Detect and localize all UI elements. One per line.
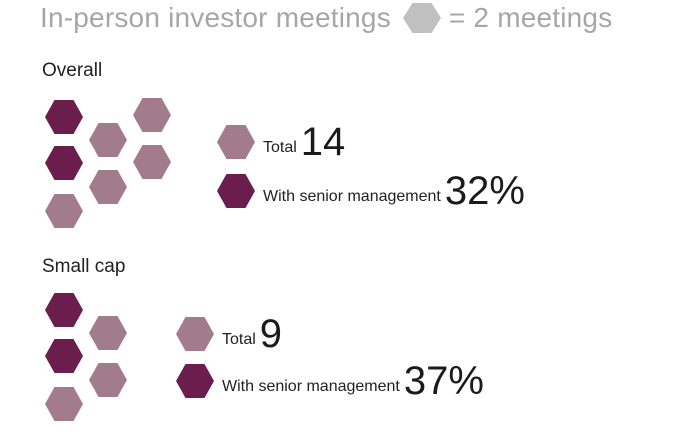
chart-header: In-person investor meetings = 2 meetings <box>40 2 612 34</box>
total-label: Total <box>263 139 297 156</box>
hexagon-mark-total <box>89 170 127 204</box>
hexagon-mark-senior <box>45 339 83 373</box>
hexagon-mark-total <box>133 145 171 179</box>
senior-label: With senior management <box>263 188 441 205</box>
hexagon-mark-total <box>133 98 171 132</box>
hexagon-mark-total <box>89 123 127 157</box>
senior-hexagon-shape <box>217 174 255 208</box>
senior-value: 32% <box>444 169 525 213</box>
legend-hexagon-shape <box>402 3 441 33</box>
stat-total-overall: Total 14 <box>217 122 345 162</box>
hexagon-mark-senior <box>45 293 83 327</box>
hexagon-mark-senior <box>45 146 83 180</box>
senior-value: 37% <box>403 359 484 403</box>
senior-hexagon-shape <box>176 364 214 398</box>
total-hexagon-icon <box>176 317 214 351</box>
senior-hexagon-icon <box>217 174 255 208</box>
total-value: 14 <box>300 120 346 164</box>
chart-title: In-person investor meetings <box>40 2 391 33</box>
stat-total-small-cap: Total 9 <box>176 314 282 354</box>
senior-hexagon-icon <box>176 364 214 398</box>
total-hexagon-shape <box>217 125 255 159</box>
hexagon-mark-total <box>45 194 83 228</box>
hexagon-mark-total <box>89 363 127 397</box>
stat-senior-small-cap: With senior management 37% <box>176 361 484 401</box>
total-hexagon-shape <box>176 317 214 351</box>
stat-senior-overall: With senior management 32% <box>217 171 525 211</box>
hexagon-mark-total <box>45 387 83 421</box>
hexagon-mark-senior <box>45 100 83 134</box>
senior-label: With senior management <box>222 378 400 395</box>
section-title-small-cap: Small cap <box>42 256 126 277</box>
section-title-overall: Overall <box>42 60 103 81</box>
legend-hexagon-icon <box>402 3 441 33</box>
legend-text: = 2 meetings <box>448 2 613 33</box>
hexagon-mark-total <box>89 316 127 350</box>
total-hexagon-icon <box>217 125 255 159</box>
total-value: 9 <box>259 312 283 356</box>
total-label: Total <box>222 331 256 348</box>
